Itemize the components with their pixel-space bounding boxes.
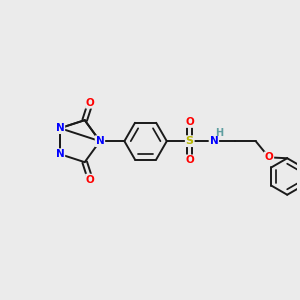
Text: N: N [56, 123, 64, 133]
Text: O: O [185, 117, 194, 127]
Text: S: S [186, 136, 194, 146]
Text: N: N [96, 136, 104, 146]
Text: H: H [215, 128, 223, 138]
Text: O: O [265, 152, 273, 162]
Text: N: N [56, 149, 64, 159]
Text: N: N [209, 136, 218, 146]
Text: O: O [86, 98, 95, 108]
Text: O: O [86, 175, 95, 184]
Text: O: O [185, 155, 194, 165]
